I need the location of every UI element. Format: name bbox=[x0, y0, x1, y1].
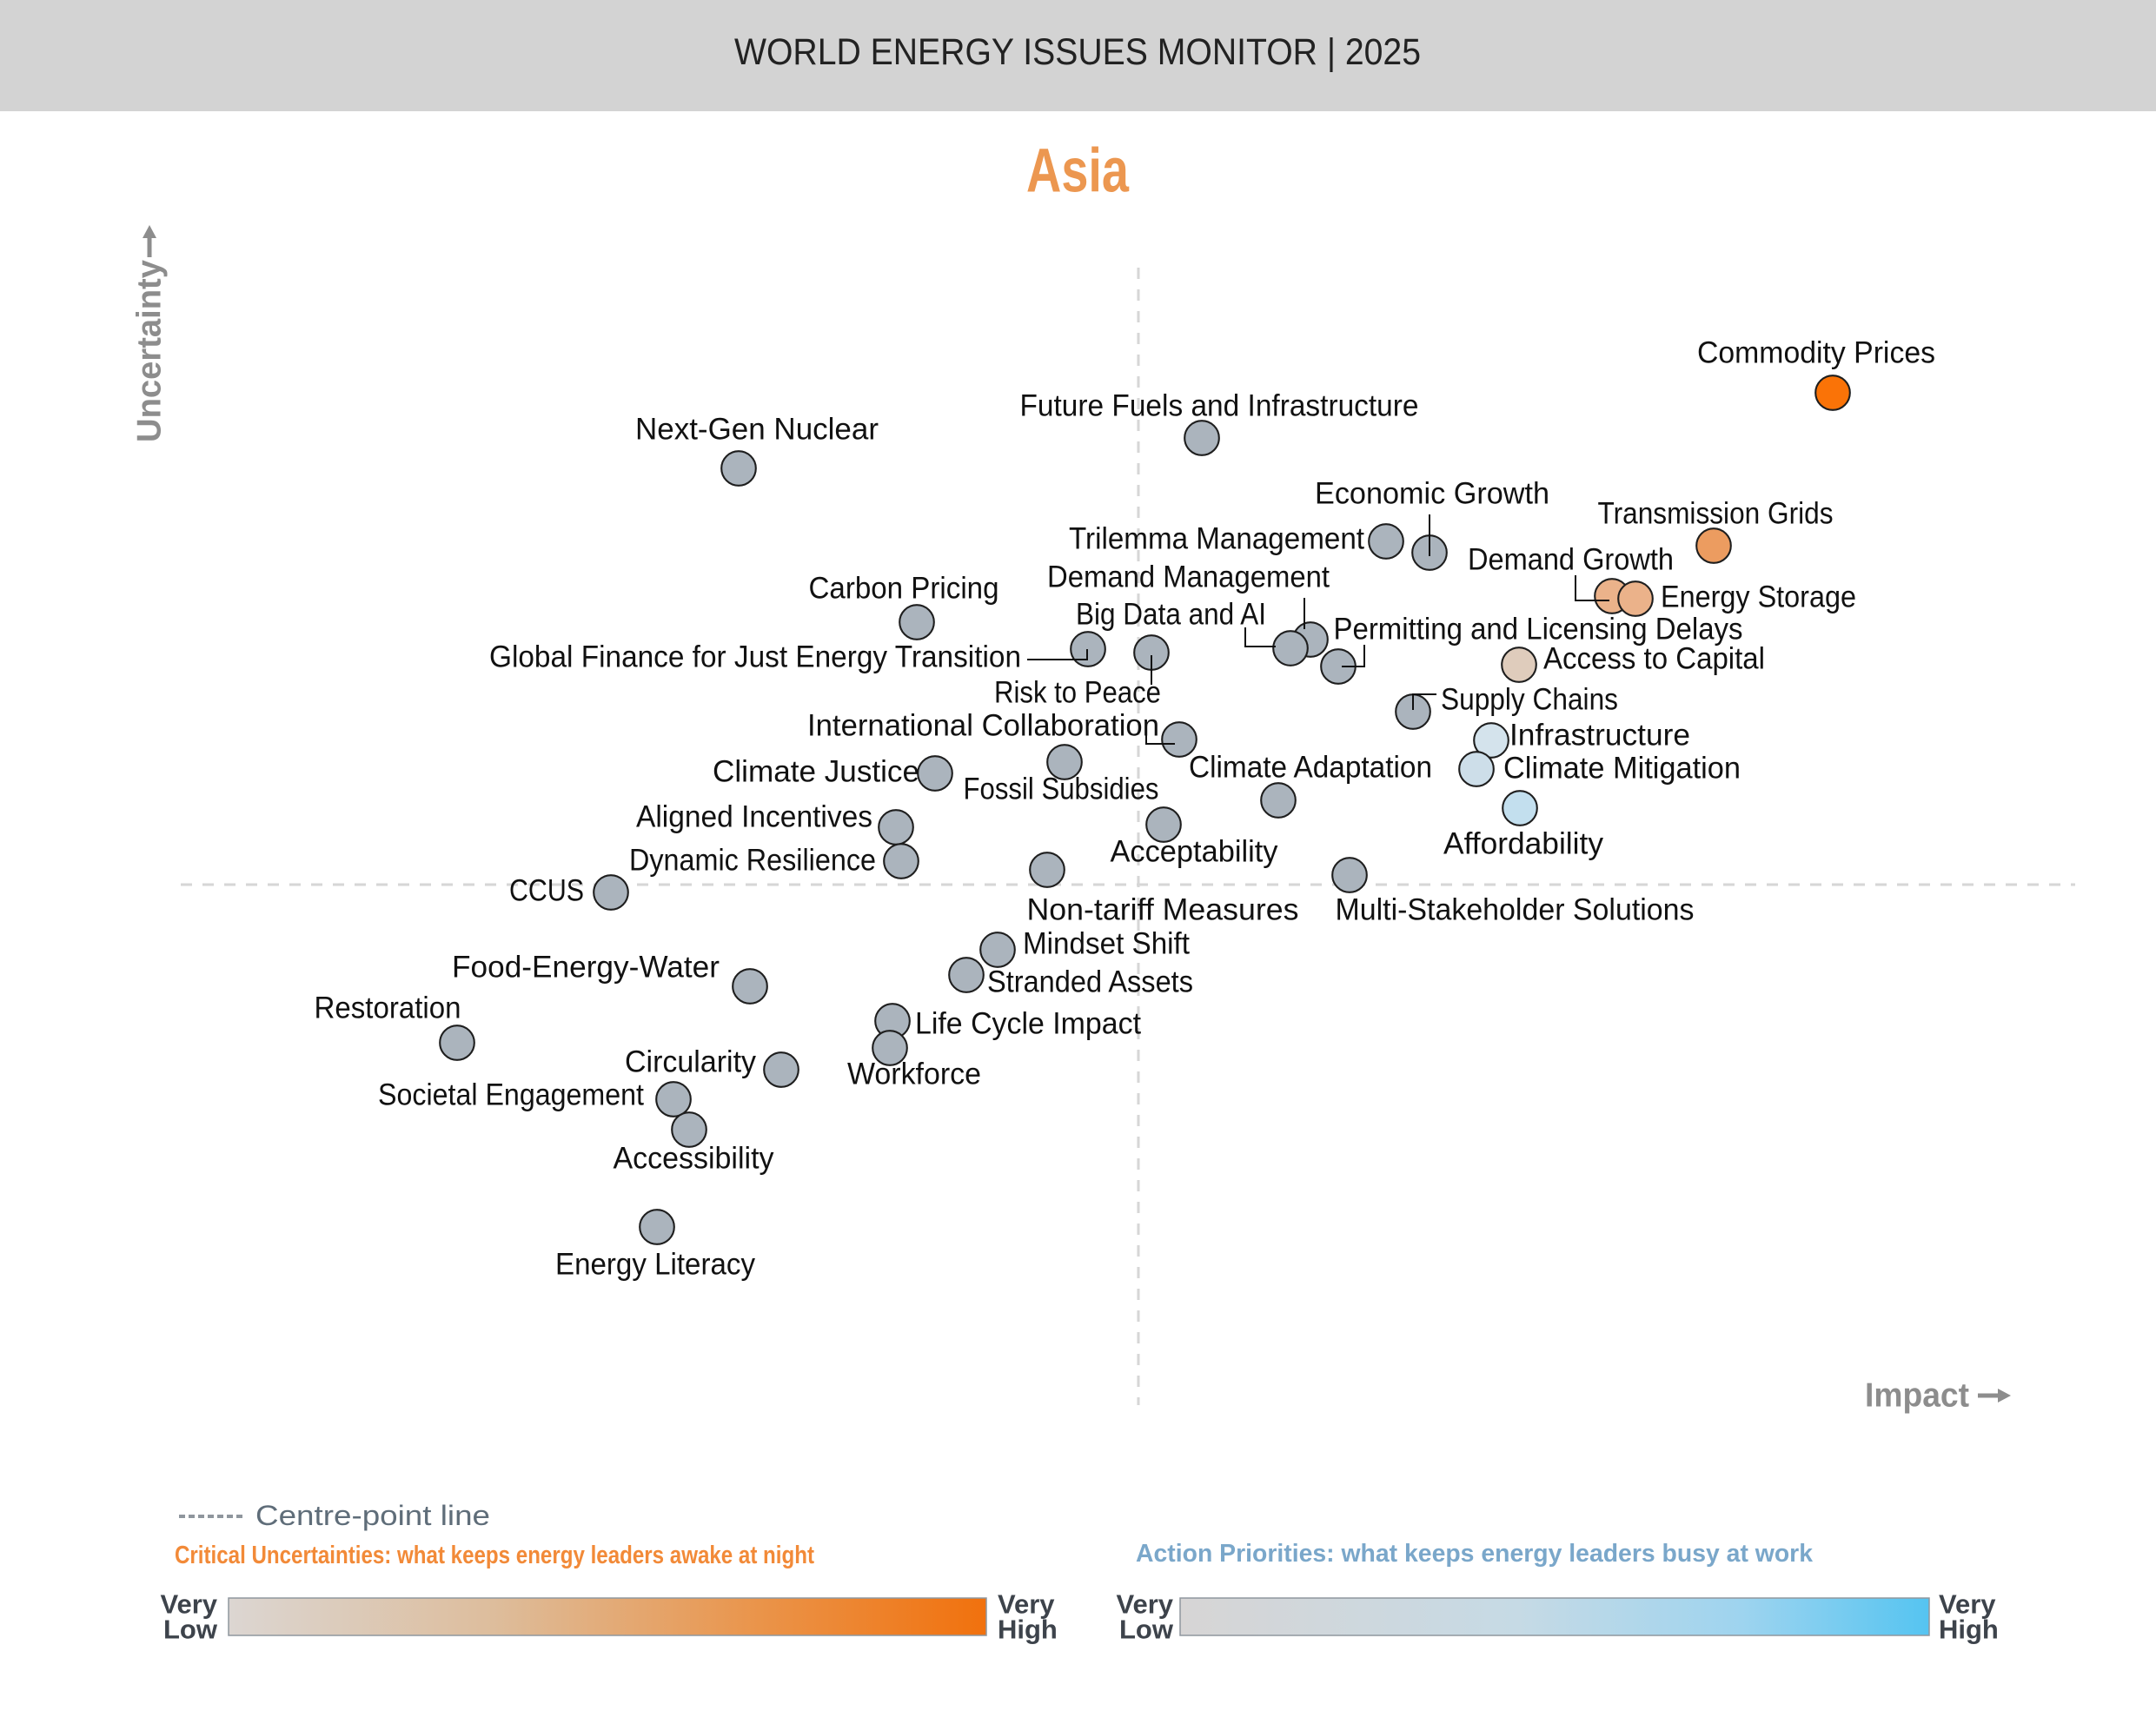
svg-text:Trilemma Management: Trilemma Management bbox=[1069, 522, 1364, 556]
svg-text:High: High bbox=[1939, 1615, 1999, 1645]
svg-text:Next-Gen Nuclear: Next-Gen Nuclear bbox=[635, 413, 879, 447]
svg-text:Very: Very bbox=[1939, 1589, 1996, 1620]
svg-text:Very: Very bbox=[998, 1589, 1055, 1620]
svg-text:Accessibility: Accessibility bbox=[614, 1142, 774, 1176]
svg-text:Very: Very bbox=[160, 1589, 217, 1620]
svg-text:Fossil Subsidies: Fossil Subsidies bbox=[964, 773, 1159, 806]
svg-text:Stranded Assets: Stranded Assets bbox=[987, 965, 1193, 999]
svg-text:Critical Uncertainties: what k: Critical Uncertainties: what keeps energ… bbox=[175, 1542, 814, 1569]
svg-text:Uncertainty: Uncertainty bbox=[131, 260, 169, 442]
svg-text:Circularity: Circularity bbox=[625, 1045, 756, 1079]
svg-text:Supply Chains: Supply Chains bbox=[1441, 683, 1618, 717]
svg-text:Mindset Shift: Mindset Shift bbox=[1023, 927, 1190, 961]
svg-text:Asia: Asia bbox=[1026, 137, 1129, 206]
svg-text:Acceptability: Acceptability bbox=[1111, 835, 1278, 869]
svg-text:Action Priorities: what keeps: Action Priorities: what keeps energy lea… bbox=[1136, 1540, 1814, 1568]
svg-text:Permitting and Licensing Delay: Permitting and Licensing Delays bbox=[1334, 613, 1743, 647]
svg-text:Economic Growth: Economic Growth bbox=[1315, 477, 1549, 511]
svg-text:Demand Management: Demand Management bbox=[1047, 560, 1330, 594]
svg-text:Energy Storage: Energy Storage bbox=[1661, 580, 1856, 614]
svg-text:Low: Low bbox=[163, 1615, 218, 1645]
svg-text:Societal Engagement: Societal Engagement bbox=[378, 1078, 644, 1112]
svg-text:Transmission Grids: Transmission Grids bbox=[1598, 497, 1834, 531]
svg-text:WORLD ENERGY ISSUES MONITOR |: WORLD ENERGY ISSUES MONITOR | 2025 bbox=[734, 31, 1421, 73]
svg-text:Centre-point line: Centre-point line bbox=[255, 1500, 490, 1531]
svg-text:Affordability: Affordability bbox=[1443, 827, 1603, 861]
svg-text:Dynamic Resilience: Dynamic Resilience bbox=[629, 844, 876, 878]
svg-text:High: High bbox=[998, 1615, 1058, 1645]
svg-text:Global Finance for Just Energy: Global Finance for Just Energy Transitio… bbox=[489, 640, 1021, 674]
svg-text:Low: Low bbox=[1119, 1615, 1174, 1645]
svg-text:Commodity Prices: Commodity Prices bbox=[1697, 336, 1935, 370]
svg-text:Future Fuels and Infrastructur: Future Fuels and Infrastructure bbox=[1020, 389, 1419, 423]
svg-text:Risk to Peace: Risk to Peace bbox=[994, 676, 1161, 710]
svg-text:Energy Literacy: Energy Literacy bbox=[555, 1248, 755, 1282]
svg-text:Climate Adaptation: Climate Adaptation bbox=[1189, 751, 1432, 785]
svg-text:Non-tariff Measures: Non-tariff Measures bbox=[1027, 893, 1299, 927]
svg-text:Climate Justice: Climate Justice bbox=[713, 755, 919, 789]
svg-text:Infrastructure: Infrastructure bbox=[1509, 719, 1690, 753]
svg-text:Very: Very bbox=[1116, 1589, 1173, 1620]
svg-text:Restoration: Restoration bbox=[315, 991, 461, 1025]
svg-text:Impact: Impact bbox=[1865, 1377, 1969, 1415]
svg-text:CCUS: CCUS bbox=[509, 874, 584, 908]
svg-text:Climate Mitigation: Climate Mitigation bbox=[1503, 752, 1741, 786]
svg-text:Carbon Pricing: Carbon Pricing bbox=[809, 572, 999, 606]
svg-text:Workforce: Workforce bbox=[847, 1058, 981, 1091]
svg-text:Demand Growth: Demand Growth bbox=[1468, 543, 1674, 577]
svg-text:Aligned Incentives: Aligned Incentives bbox=[636, 800, 872, 834]
svg-text:Access to Capital: Access to Capital bbox=[1543, 642, 1765, 676]
svg-text:International Collaboration: International Collaboration bbox=[807, 709, 1159, 743]
svg-text:Big Data and AI: Big Data and AI bbox=[1076, 598, 1266, 632]
svg-text:Food-Energy-Water: Food-Energy-Water bbox=[452, 951, 720, 985]
svg-text:Multi-Stakeholder Solutions: Multi-Stakeholder Solutions bbox=[1336, 893, 1695, 927]
svg-text:Life Cycle Impact: Life Cycle Impact bbox=[915, 1007, 1141, 1041]
